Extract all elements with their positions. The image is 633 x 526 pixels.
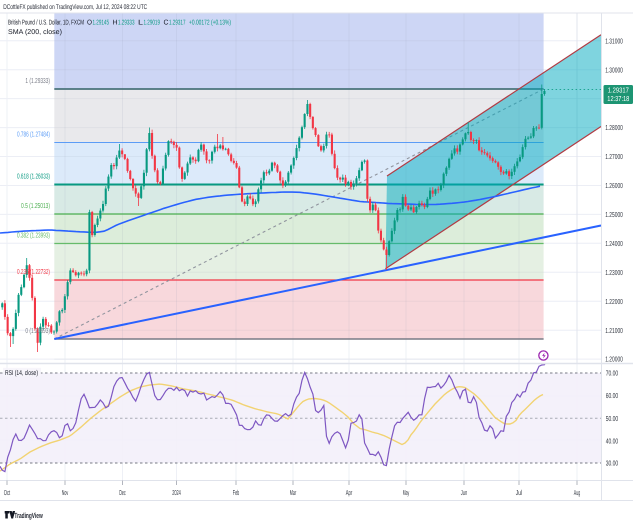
svg-text:1.29317: 1.29317: [169, 19, 186, 26]
svg-text:1.29317: 1.29317: [608, 86, 629, 95]
svg-text:0.382 (1.23993): 0.382 (1.23993): [17, 231, 50, 240]
svg-text:1.22000: 1.22000: [605, 297, 623, 306]
svg-text:Aug: Aug: [574, 488, 580, 497]
svg-text:Oct: Oct: [4, 488, 10, 497]
svg-text:50.00: 50.00: [606, 414, 619, 423]
svg-text:60.00: 60.00: [606, 391, 619, 400]
svg-text:30.00: 30.00: [606, 459, 619, 468]
svg-text:40.00: 40.00: [606, 436, 619, 445]
svg-text:Jun: Jun: [461, 488, 467, 497]
svg-text:Nov: Nov: [62, 488, 69, 497]
svg-text:Apr: Apr: [346, 488, 353, 497]
svg-text:Feb: Feb: [233, 488, 239, 497]
svg-text:May: May: [403, 488, 410, 497]
svg-text:1.25000: 1.25000: [605, 210, 623, 219]
svg-text:H: H: [113, 19, 118, 26]
svg-text:C: C: [164, 19, 169, 26]
svg-text:0.786 (1.27484): 0.786 (1.27484): [17, 130, 50, 139]
svg-text:1.27000: 1.27000: [605, 152, 623, 161]
svg-text:British Pound / U.S. Dollar, 1: British Pound / U.S. Dollar, 1D, FXCM: [8, 18, 84, 26]
svg-text:0.618 (1.26033): 0.618 (1.26033): [17, 172, 50, 181]
svg-text:SMA (200, close): SMA (200, close): [8, 28, 62, 36]
svg-text:TradingView: TradingView: [14, 511, 42, 520]
svg-text:1.24000: 1.24000: [605, 239, 623, 248]
svg-text:DCottleFX published on Trading: DCottleFX published on TradingView.com, …: [3, 4, 147, 11]
svg-text:0.5 (1.25013): 0.5 (1.25013): [21, 201, 50, 210]
svg-text:1.29145: 1.29145: [93, 19, 110, 26]
svg-text:70.00: 70.00: [606, 369, 619, 378]
svg-text:1.28000: 1.28000: [605, 123, 623, 132]
svg-text:12:37:18: 12:37:18: [607, 94, 629, 103]
svg-text:0.236 (1.22732): 0.236 (1.22732): [17, 267, 50, 276]
svg-text:0 (1.20693): 0 (1.20693): [25, 326, 50, 335]
svg-text:1.20000: 1.20000: [605, 355, 623, 364]
svg-text:1.21000: 1.21000: [605, 326, 623, 335]
svg-text:Dec: Dec: [119, 488, 126, 497]
svg-text:RSI (14, close): RSI (14, close): [5, 369, 38, 377]
svg-text:O: O: [87, 19, 93, 26]
svg-text:1.29019: 1.29019: [144, 19, 161, 26]
svg-text:1.31000: 1.31000: [605, 36, 623, 45]
svg-text:L: L: [138, 19, 143, 26]
svg-text:1.26000: 1.26000: [605, 181, 623, 190]
svg-text:Jul: Jul: [516, 488, 523, 497]
svg-text:1 (1.29333): 1 (1.29333): [25, 76, 50, 85]
svg-text:1.23000: 1.23000: [605, 268, 623, 277]
svg-text:1.29333: 1.29333: [118, 19, 135, 26]
svg-text:1.30000: 1.30000: [605, 65, 623, 74]
svg-text:2024: 2024: [172, 488, 181, 497]
svg-text:+0.00172 (+0.13%): +0.00172 (+0.13%): [189, 18, 231, 26]
svg-text:Mar: Mar: [290, 488, 297, 497]
